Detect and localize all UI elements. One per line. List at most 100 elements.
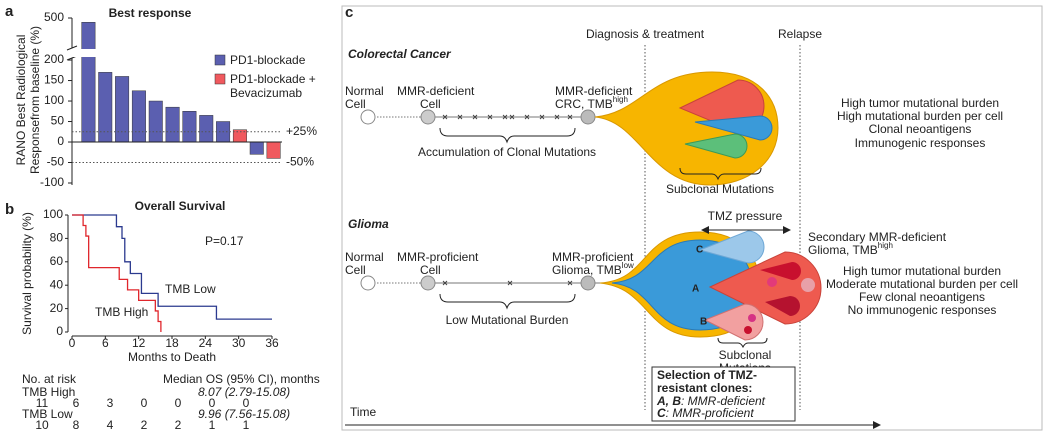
feature: No immunogenic responses	[848, 303, 997, 317]
mutation-marks	[442, 114, 573, 120]
subclone	[760, 262, 801, 280]
risk-count: 2	[175, 418, 182, 432]
y-tick-label: 0	[57, 134, 64, 148]
x-tick-label: 0	[69, 336, 76, 350]
break-gap	[73, 49, 283, 57]
feature: Moderate mutational burden per cell	[826, 277, 1018, 291]
cell	[580, 109, 596, 125]
relapse-label: Glioma, TMBhigh	[808, 241, 893, 257]
brace	[717, 337, 768, 349]
risk-count: 10	[35, 418, 49, 432]
row-name: TMB High	[22, 385, 75, 399]
node-label: MMR-proficient	[397, 250, 479, 264]
subclone	[767, 277, 777, 287]
bar	[148, 100, 163, 143]
risk-count: 11	[36, 396, 49, 410]
selection-text: : MMR-proficient	[666, 406, 755, 420]
superscript: high	[878, 241, 893, 250]
legend-swatch	[214, 73, 226, 85]
phase-label: Diagnosis & treatment	[586, 27, 705, 41]
curve-label: TMB High	[95, 305, 148, 319]
risk-count: 4	[107, 418, 114, 432]
x-tick-label: 6	[102, 336, 109, 350]
risk-count: 0	[175, 396, 182, 410]
survival-curve	[72, 214, 162, 332]
risk-count: 0	[209, 396, 216, 410]
table-header: Median OS (95% CI), months	[163, 372, 320, 386]
brace-label: Low Mutational Burden	[446, 313, 569, 327]
superscript: low	[622, 261, 634, 270]
selection-text: : MMR-deficient	[681, 394, 766, 408]
survival-curve	[72, 214, 272, 320]
node-label: Glioma, TMBlow	[552, 261, 634, 277]
brace	[439, 127, 576, 144]
mutation-marks	[442, 280, 573, 286]
curve-label: TMB Low	[165, 282, 216, 296]
superscript: high	[613, 95, 628, 104]
y-axis-label: RANO Best Radiological	[14, 35, 28, 166]
panel-label: a	[5, 3, 14, 20]
cell	[420, 275, 436, 291]
y-tick-label: 0	[56, 324, 63, 338]
risk-count: 0	[243, 396, 250, 410]
node-label: Cell	[345, 263, 366, 277]
y-tick-label: 500	[44, 10, 64, 24]
y-tick-label: 40	[50, 277, 64, 291]
selection-item: A, B: MMR-deficient	[656, 394, 766, 408]
bar	[182, 111, 197, 143]
clone-label: A	[692, 284, 699, 295]
x-tick-label: 30	[232, 336, 246, 350]
panel-frame	[341, 5, 1043, 431]
cell	[580, 275, 596, 291]
table-header: No. at risk	[22, 372, 77, 386]
x-tick-label: 18	[165, 336, 179, 350]
feature: Clonal neoantigens	[869, 122, 972, 136]
selection-title: resistant clones:	[657, 381, 752, 395]
subclone	[748, 314, 756, 322]
selection-box	[651, 366, 796, 422]
y-tick-label: 20	[50, 301, 64, 315]
time-label: Time	[350, 405, 377, 419]
risk-count: 2	[141, 418, 148, 432]
feature: Immunogenic responses	[855, 136, 986, 150]
row-median: 9.96 (7.56-15.08)	[198, 407, 290, 421]
feature: High tumor mutational burden	[841, 96, 999, 110]
clone-label: C	[696, 245, 703, 256]
y-tick-label: 200	[44, 52, 64, 66]
risk-count: 3	[107, 396, 114, 410]
reference-label: -50%	[286, 155, 314, 169]
node-label: MMR-proficient	[552, 250, 634, 264]
x-axis-label: Months to Death	[128, 350, 216, 364]
selection-item: C: MMR-proficient	[657, 406, 754, 420]
clone	[684, 133, 748, 159]
feature: High tumor mutational burden	[843, 264, 1001, 278]
selection-key: C	[657, 406, 666, 420]
x-tick-label: 36	[265, 336, 279, 350]
bar	[199, 115, 214, 143]
node-label: Normal	[345, 84, 384, 98]
chart-title: Overall Survival	[135, 199, 226, 213]
relapse-label: Secondary MMR-deficient	[808, 230, 947, 244]
subclone	[765, 296, 800, 316]
brace-label: Subclonal Mutations	[666, 182, 774, 196]
risk-count: 0	[141, 396, 148, 410]
x-tick-label: 24	[199, 336, 213, 350]
y-axis-label: Survival probability (%)	[20, 212, 34, 335]
row-title: Glioma	[348, 217, 389, 231]
node-label: Normal	[345, 250, 384, 264]
node-label: Cell	[345, 97, 366, 111]
relapse-label-line: Glioma, TMB	[808, 243, 878, 257]
y-tick-label: 150	[44, 73, 64, 87]
brace	[439, 293, 576, 310]
x-tick-label: 12	[132, 336, 146, 350]
clone	[694, 115, 773, 141]
chart-title: Best response	[109, 6, 192, 20]
row-median: 8.07 (2.79-15.08)	[198, 385, 290, 399]
phase-label: Relapse	[778, 27, 822, 41]
y-tick-label: 80	[50, 231, 64, 245]
legend-label: PD1-blockade + Bevacizumab	[230, 72, 316, 100]
legend-swatch	[214, 54, 226, 66]
bar	[131, 90, 146, 143]
